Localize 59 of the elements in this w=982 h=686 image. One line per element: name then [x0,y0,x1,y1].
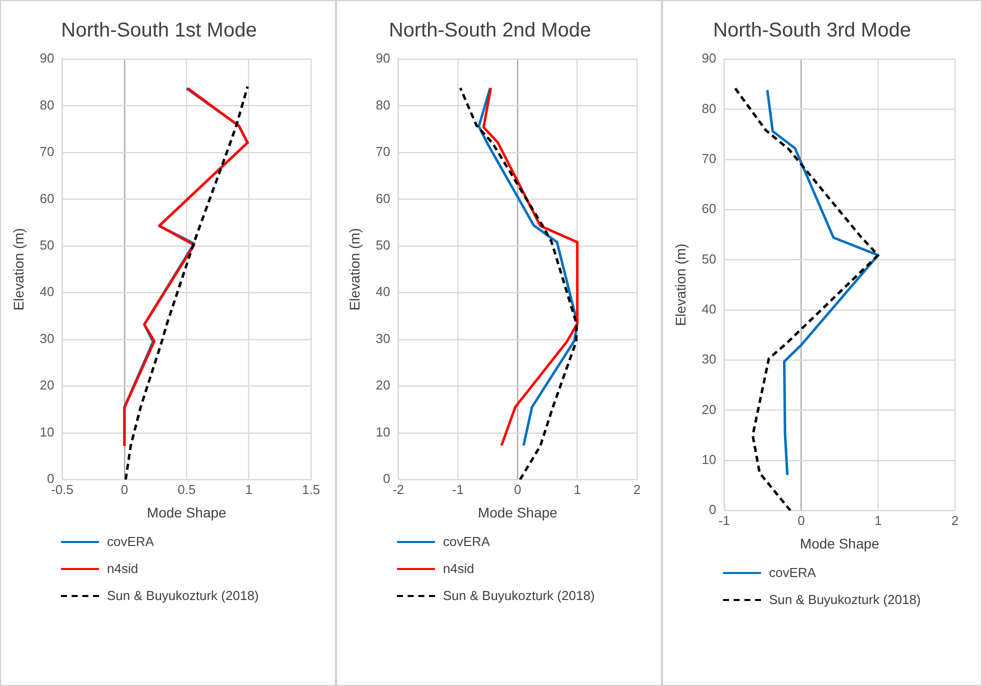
y-tick-label: 50 [702,251,716,266]
y-tick-label: 50 [40,238,54,253]
y-tick-label: 0 [709,502,716,518]
y-tick-label: 70 [40,144,54,160]
x-tick-label: -2 [392,482,404,497]
y-tick-label: 20 [702,402,716,417]
y-axis-title: Elevation (m) [672,244,688,326]
legend-label: covERA [769,565,816,580]
x-tick-label: 2 [951,512,959,528]
y-tick-label: 40 [376,284,390,300]
x-axis-title: Mode Shape [146,504,227,520]
y-tick-label: 0 [383,471,390,486]
y-tick-label: 70 [376,144,390,160]
y-tick-label: 60 [40,190,54,206]
legend-label: Sun & Buyukozturk (2018) [107,588,259,603]
chart-title: North-South 2nd Mode [388,20,592,42]
y-axis-title: Elevation (m) [346,228,362,311]
y-tick-label: 10 [702,452,716,467]
x-tick-label: 1.5 [302,482,320,497]
y-tick-label: 20 [376,378,390,393]
y-tick-label: 30 [376,330,390,346]
y-tick-label: 90 [376,50,390,66]
x-tick-label: -1 [452,482,464,497]
y-tick-label: 80 [376,97,390,112]
x-tick-label: 0 [514,482,522,497]
y-tick-label: 90 [702,50,716,66]
legend-label: Sun & Buyukozturk (2018) [443,588,595,603]
y-tick-label: 80 [40,97,54,112]
x-tick-label: 0.5 [178,482,196,497]
y-tick-label: 20 [40,378,54,393]
y-tick-label: 60 [376,190,390,206]
y-tick-label: 10 [40,424,54,440]
y-tick-label: 90 [40,50,54,66]
legend-label: n4sid [443,561,474,576]
y-tick-label: 80 [702,100,716,116]
y-tick-label: 60 [702,201,716,216]
x-tick-label: -1 [718,512,730,528]
legend-label: n4sid [107,561,138,576]
y-tick-label: 10 [376,424,390,440]
y-tick-label: 30 [40,330,54,346]
y-tick-label: 40 [702,301,716,316]
legend-label: covERA [107,534,154,549]
x-tick-label: 0 [798,512,805,528]
chart-title: North-South 1st Mode [61,20,257,42]
x-axis-title: Mode Shape [478,504,558,520]
x-tick-label: 0 [120,482,128,497]
y-tick-label: 40 [40,284,54,300]
y-axis-title: Elevation (m) [10,228,26,311]
x-tick-label: 1 [874,512,882,528]
y-tick-label: 30 [702,352,716,367]
x-tick-label: 1 [574,482,581,497]
x-tick-label: 1 [245,482,252,497]
x-tick-label: 2 [633,482,641,497]
chart-title: North-South 3rd Mode [713,20,911,42]
y-tick-label: 50 [376,238,390,253]
legend-label: Sun & Buyukozturk (2018) [769,592,921,607]
x-axis-title: Mode Shape [800,535,880,552]
y-tick-label: 70 [702,150,716,166]
legend-label: covERA [443,534,490,549]
